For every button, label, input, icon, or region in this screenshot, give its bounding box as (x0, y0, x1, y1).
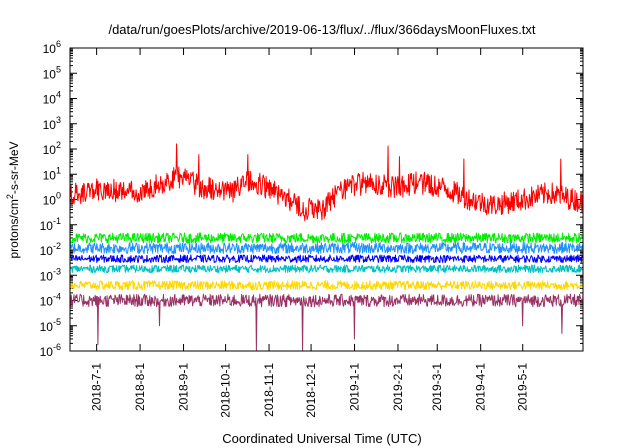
y-tick-label: 10-2 (40, 241, 61, 258)
series-layer (69, 143, 584, 352)
series-line-1 (69, 143, 584, 222)
series-line-5 (69, 264, 584, 274)
x-tick-label: 2018-12-1 (304, 363, 318, 418)
y-tick-label-base: 10 (43, 194, 57, 208)
y-tick-label-base: 10 (43, 93, 57, 107)
y-tick-label: 10-3 (40, 266, 61, 283)
y-tick-label-base: 10 (43, 168, 57, 182)
y-tick-label-exp: 2 (56, 140, 61, 150)
y-tick-label: 10-6 (40, 342, 61, 359)
x-axis-ticks: 2018-7-1 2018-8-1 2018-9-1 2018-10-1 2018-11… (90, 48, 530, 418)
y-tick-label-base: 10 (40, 320, 54, 334)
y-tick-label-base: 10 (43, 143, 57, 157)
x-tick-label: 2019-2-1 (391, 363, 405, 411)
series-line-3 (69, 241, 584, 255)
y-tick-label: 102 (43, 140, 61, 157)
series-line-6 (69, 280, 584, 291)
y-tick-label: 103 (43, 115, 61, 132)
y-tick-label-base: 10 (40, 269, 54, 283)
y-tick-label-exp: 5 (56, 64, 61, 74)
y-tick-label: 104 (43, 90, 61, 107)
y-tick-label: 106 (43, 39, 61, 56)
y-axis-label-sup: 2 (5, 194, 15, 199)
y-tick-label: 105 (43, 64, 61, 81)
y-tick-label: 101 (43, 165, 61, 182)
y-tick-label: 100 (43, 191, 61, 208)
y-tick-label: 10-4 (40, 292, 61, 309)
plot-frame (69, 47, 584, 352)
x-tick-label: 2018-9-1 (177, 363, 191, 411)
y-tick-label-exp: 1 (56, 165, 61, 175)
y-tick-label-exp: -6 (53, 342, 61, 352)
y-tick-label: 10-5 (40, 317, 61, 334)
x-tick-label: 2019-3-1 (430, 363, 444, 411)
x-tick-label: 2019-4-1 (474, 363, 488, 411)
x-tick-label: 2018-8-1 (133, 363, 147, 411)
y-tick-label-exp: -5 (53, 317, 61, 327)
y-tick-label-base: 10 (43, 42, 57, 56)
series-line-7 (69, 293, 584, 352)
x-tick-label: 2018-7-1 (90, 363, 104, 411)
y-tick-label-exp: -3 (53, 266, 61, 276)
y-tick-label-base: 10 (40, 244, 54, 258)
x-tick-label: 2019-1-1 (348, 363, 362, 411)
y-tick-label-base: 10 (40, 219, 54, 233)
series-line-2 (69, 232, 584, 244)
x-axis-label: Coordinated Universal Time (UTC) (222, 431, 421, 446)
y-tick-label-base: 10 (43, 118, 57, 132)
x-tick-label: 2018-10-1 (219, 363, 233, 418)
y-tick-label-exp: 6 (56, 39, 61, 49)
y-tick-label-exp: -1 (53, 216, 61, 226)
x-tick-label: 2018-11-1 (262, 363, 276, 417)
x-tick-label: 2019-5-1 (516, 363, 530, 411)
y-tick-label-exp: -2 (53, 241, 61, 251)
y-tick-label-exp: 3 (56, 115, 61, 125)
y-tick-label: 10-1 (40, 216, 61, 233)
y-tick-label-exp: 4 (56, 90, 61, 100)
series-line-4 (69, 254, 584, 264)
chart-title: /data/run/goesPlots/archive/2019-06-13/f… (108, 22, 535, 37)
y-tick-label-exp: 0 (56, 191, 61, 201)
y-axis-label: protons/cm2-s-sr-MeV (5, 141, 21, 258)
y-tick-label-base: 10 (40, 295, 54, 309)
y-tick-label-exp: -4 (53, 292, 61, 302)
y-axis-label-base: protons/cm (7, 199, 21, 258)
y-tick-label-base: 10 (40, 345, 54, 359)
y-axis-label-rest: -s-sr-MeV (7, 141, 21, 194)
y-tick-label-base: 10 (43, 67, 57, 81)
